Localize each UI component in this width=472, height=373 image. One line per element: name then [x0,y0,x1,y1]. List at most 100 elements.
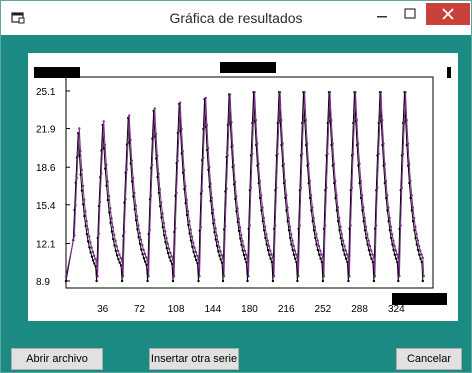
series-point [75,176,78,180]
series-point [390,233,394,236]
series-point [389,236,393,240]
series-point [276,152,279,156]
series-point [220,261,224,264]
redacted-label [447,67,451,78]
series-point [120,259,124,262]
series-point [295,253,298,256]
series-point [76,151,80,154]
series-point [133,208,136,211]
series-point [369,253,372,256]
series-point [111,226,115,229]
series-point [181,171,185,174]
series-point [362,220,365,223]
title-bar[interactable]: Gráfica de resultados [1,1,471,35]
series-point [313,225,317,228]
series-point [328,91,332,94]
series-point [272,275,276,278]
series-point [312,216,315,220]
series-point [408,181,411,185]
series-point [110,217,113,220]
series-point [113,244,116,247]
series-point [89,251,92,254]
series-point [411,220,415,223]
series-point [184,185,187,188]
series-point [403,121,406,124]
series-point [343,244,346,248]
series-point [308,179,311,183]
series-point [228,93,232,96]
series-point [270,253,273,256]
series-point [358,162,361,165]
x-tick-label: 252 [315,304,332,315]
series-point [232,164,235,167]
minimize-button[interactable] [369,5,395,25]
series-point [344,249,347,252]
series-point [129,138,132,142]
series-point [249,186,253,189]
series-point [117,258,120,261]
series-point [180,127,183,131]
series-point [414,225,417,228]
series-point [282,162,285,165]
series-point [300,152,304,156]
open-file-button[interactable]: Abrir archivo [11,348,103,370]
series-point [169,251,172,255]
cancel-button[interactable]: Cancelar [396,348,462,370]
series-point [258,196,262,200]
series-point [218,254,221,257]
series-point [257,162,260,165]
series-point [306,142,309,145]
plot-frame [65,76,434,289]
series-point [371,260,375,264]
series-point [221,257,225,260]
series-point [422,275,425,278]
series-point [148,228,151,232]
series-point [166,242,169,246]
series-point [197,279,200,283]
insert-series-button[interactable]: Insertar otra serie [149,348,239,370]
series-point [224,224,227,228]
series-point [159,205,162,208]
series-point [291,248,294,252]
y-tick-label: 25.1 [36,87,56,98]
series-point [241,249,244,252]
series-point [404,91,407,94]
y-tick-label: 21.9 [36,125,56,136]
series-point [233,180,237,184]
series-point [346,260,349,264]
series-point [269,257,272,260]
series-point [307,181,310,185]
x-tick-label: 216 [278,304,295,315]
series-point [231,144,234,147]
series-point [414,236,417,240]
series-point [264,236,267,240]
maximize-button[interactable] [397,5,423,25]
series-point [412,216,416,220]
series-point [112,237,115,241]
series-point [134,204,137,207]
series-point [242,253,246,257]
series-point [115,254,119,257]
series-point [230,120,233,124]
close-button[interactable] [426,3,470,25]
series-point [139,238,143,241]
series-point [225,187,228,191]
series-point [165,246,168,250]
series-point [191,245,194,248]
series-point [186,210,190,213]
series-point [130,159,133,162]
series-point [84,224,87,228]
series-point [271,279,275,283]
series-point [144,260,147,263]
series-point [89,241,92,244]
series-point [119,256,123,260]
series-point [128,114,131,117]
series-point [243,249,247,253]
series-point [381,118,384,122]
series-point [213,231,216,234]
series-point [383,162,386,165]
series-point [161,226,164,229]
series-point [296,256,299,259]
series-point [356,142,360,145]
series-point [133,191,136,195]
